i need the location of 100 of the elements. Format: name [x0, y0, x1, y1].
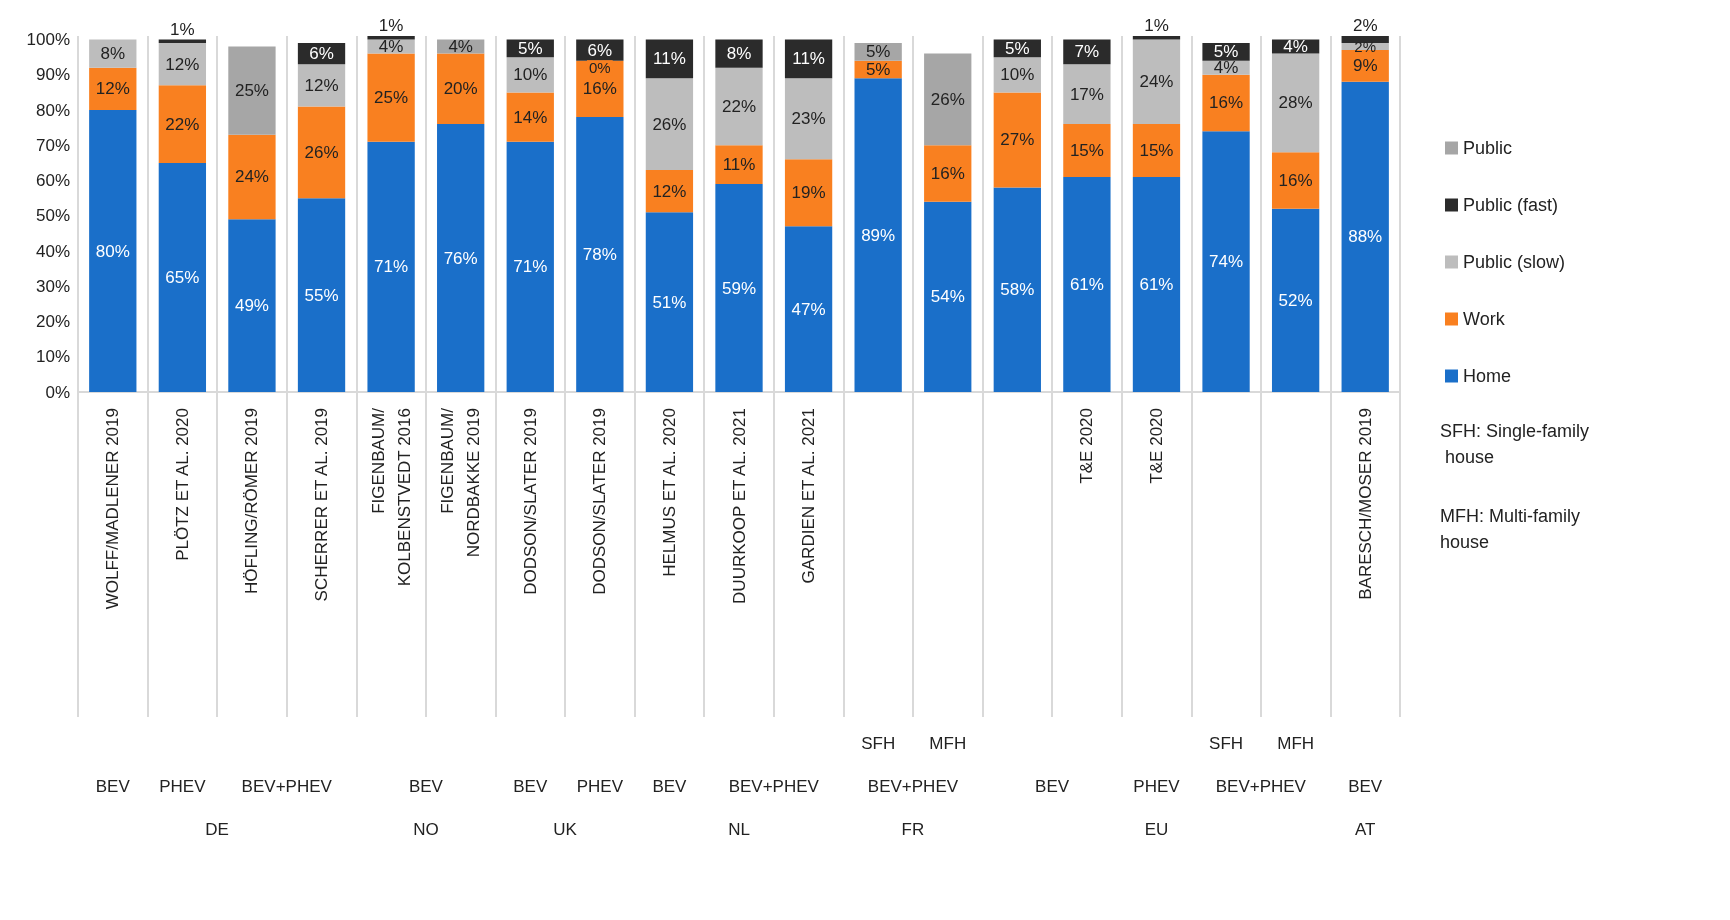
bar	[924, 201, 972, 392]
y-tick-label: 70%	[35, 135, 70, 155]
data-label: 10%	[1000, 65, 1035, 85]
text: EU	[1144, 819, 1169, 839]
data-label: 11%	[722, 155, 756, 175]
text: SFH	[1209, 733, 1244, 753]
text: BEV+PHEV	[1215, 776, 1307, 796]
text: BEV+PHEV	[728, 776, 820, 796]
bar	[1271, 152, 1320, 209]
data-label: 4%	[1283, 37, 1308, 57]
bar	[228, 219, 276, 392]
data-label: 20%	[443, 79, 478, 99]
text: BEV	[652, 776, 688, 796]
bar	[1132, 176, 1181, 392]
bar	[89, 110, 137, 392]
x-tick-label: T&E 2020	[1077, 408, 1097, 484]
x-tick-label: WOLFF/MADLENER 2019	[103, 408, 123, 610]
data-label: 58%	[1000, 280, 1035, 300]
y-tick-label: 0%	[45, 382, 70, 402]
x-tick-label: GARDIEN ET AL. 2021	[799, 408, 819, 584]
bar	[437, 124, 485, 392]
data-label: 23%	[791, 109, 826, 129]
bar	[1341, 81, 1389, 392]
data-label: 61%	[1139, 274, 1174, 294]
text: NL	[728, 819, 750, 839]
data-label: 52%	[1278, 290, 1313, 310]
data-label: 12%	[165, 54, 200, 74]
data-label: 5%	[865, 42, 891, 62]
data-label: 71%	[374, 257, 409, 277]
data-label: 25%	[234, 81, 269, 101]
y-tick-label: 50%	[35, 206, 70, 226]
data-label: 54%	[930, 287, 965, 307]
text: SFH: Single-family house	[1440, 421, 1590, 467]
y-tick-label: 10%	[35, 347, 70, 367]
x-tick-label: SCHERRER ET AL. 2019	[312, 408, 332, 602]
data-label: 24%	[1139, 72, 1174, 92]
bar	[228, 134, 276, 220]
data-label: 80%	[95, 241, 130, 261]
data-label: 19%	[791, 183, 826, 203]
bar	[715, 67, 763, 146]
data-label: 16%	[1209, 93, 1244, 113]
bar	[1271, 208, 1320, 392]
y-tick-label: 20%	[35, 312, 70, 332]
data-label: 10%	[513, 65, 548, 85]
bar	[367, 36, 415, 40]
text: MFH	[929, 733, 967, 753]
data-label: 59%	[721, 278, 757, 298]
data-label: 74%	[1209, 252, 1244, 272]
data-label: 5%	[517, 38, 543, 58]
data-label: 1%	[1144, 16, 1169, 35]
bar	[784, 159, 833, 227]
data-label: 17%	[1069, 84, 1104, 104]
y-tick-label: 100%	[26, 30, 70, 50]
data-label: 65%	[165, 267, 200, 287]
data-label: 4%	[448, 37, 473, 57]
bar	[993, 187, 1041, 392]
data-label: 12%	[304, 75, 339, 95]
bar	[854, 78, 902, 392]
data-label: 76%	[443, 248, 478, 268]
data-label: 0%	[589, 59, 611, 77]
text: BEV+PHEV	[867, 776, 959, 796]
text: MFH: Multi-family house	[1440, 506, 1585, 552]
data-label: 11%	[653, 49, 686, 69]
bar	[1063, 176, 1111, 392]
text: PHEV	[159, 776, 207, 796]
data-label: 22%	[165, 114, 200, 134]
x-tick-label: FIGENBAUM/ NORDBAKKE 2019	[438, 407, 484, 558]
bar	[715, 145, 763, 185]
data-label: 61%	[1069, 274, 1104, 294]
data-label: 88%	[1348, 227, 1383, 247]
text: BEV+PHEV	[241, 776, 333, 796]
text: UK	[553, 819, 578, 839]
text: BEV	[1035, 776, 1070, 796]
bar	[924, 145, 972, 202]
data-label: 5%	[865, 59, 891, 79]
data-label: 9%	[1352, 56, 1378, 76]
data-label: 78%	[582, 245, 617, 265]
bar	[228, 46, 276, 135]
data-label: 5%	[1005, 38, 1030, 58]
data-label: 49%	[234, 296, 269, 316]
text: NO	[413, 819, 439, 839]
y-tick-label: 60%	[35, 171, 70, 191]
text: SFH	[861, 733, 896, 753]
bar	[506, 141, 554, 392]
data-label: 1%	[170, 19, 195, 39]
data-label: 6%	[309, 44, 334, 64]
data-label: 8%	[100, 44, 126, 64]
data-label: 28%	[1278, 93, 1313, 113]
y-tick-label: 80%	[35, 100, 70, 120]
bar	[784, 226, 833, 392]
y-tick-label: 40%	[35, 241, 70, 261]
data-label: 15%	[1069, 141, 1104, 161]
x-tick-label: DUURKOOP ET AL. 2021	[729, 408, 749, 604]
x-tick-label: DODSON/SLATER 2019	[590, 408, 610, 595]
bar	[297, 106, 346, 199]
bar	[715, 184, 763, 392]
data-label: 1%	[378, 16, 404, 35]
x-tick-label: HÖFLING/RÖMER 2019	[242, 408, 262, 595]
data-label: 12%	[652, 181, 687, 201]
bar	[158, 162, 207, 392]
